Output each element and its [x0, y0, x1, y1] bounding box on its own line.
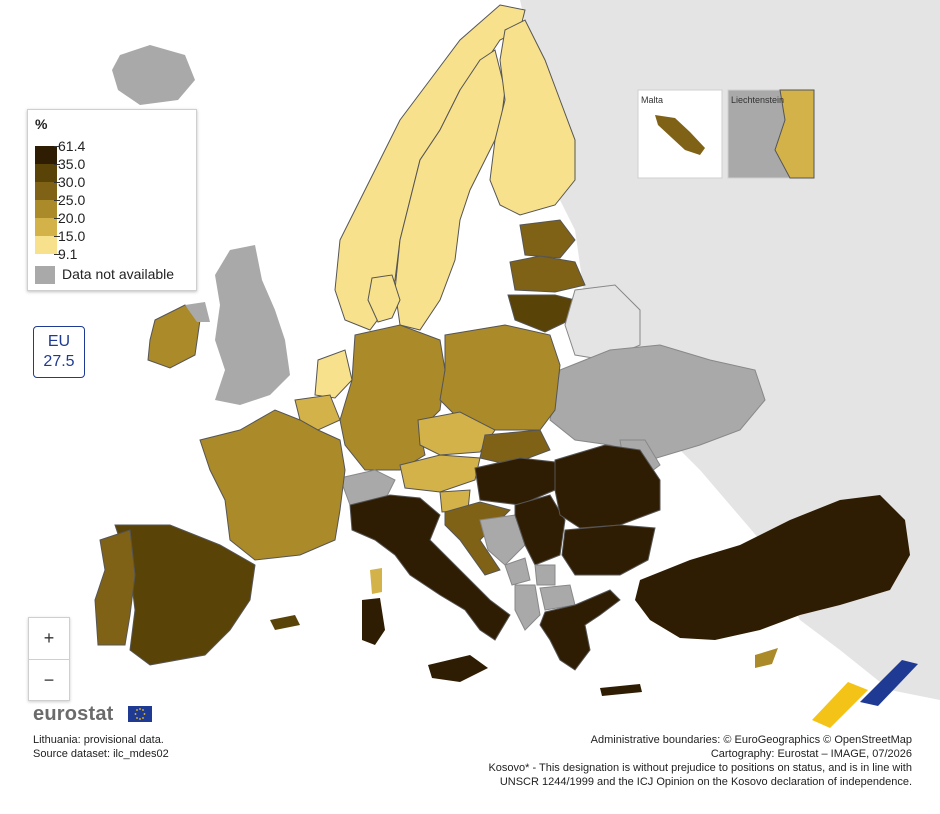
region-sardinia[interactable] — [362, 598, 385, 645]
region-corsica[interactable] — [370, 568, 382, 594]
region-malta[interactable] — [655, 115, 705, 155]
legend-swatch — [35, 218, 57, 236]
region-lithuania[interactable] — [507, 294, 576, 333]
region-denmark[interactable] — [367, 274, 401, 323]
region-czechia[interactable] — [417, 411, 496, 456]
region-albania[interactable] — [514, 584, 541, 631]
inset-malta-label: Malta — [641, 95, 664, 105]
map-notes: Lithuania: provisional data. Source data… — [33, 733, 169, 761]
zoom-in-button[interactable]: + — [29, 618, 69, 659]
region-ukraine[interactable] — [549, 344, 766, 461]
region-romania[interactable] — [554, 444, 661, 529]
region-portugal[interactable] — [94, 529, 136, 646]
region-bulgaria[interactable] — [561, 524, 656, 576]
region-bosnia[interactable] — [479, 514, 526, 566]
region-sicily[interactable] — [428, 655, 488, 682]
map-legend: % 61.4 35.0 30.0 25.0 20.0 15.0 9.1 Data… — [27, 109, 197, 291]
eu-label: EU — [47, 333, 71, 350]
region-balearic-islands[interactable] — [270, 615, 300, 630]
region-belgium[interactable] — [294, 394, 341, 431]
eurostat-swoosh-logo-blue — [860, 660, 918, 706]
legend-swatch-not-available — [35, 266, 55, 284]
region-spain[interactable] — [114, 524, 256, 666]
region-slovakia[interactable] — [479, 429, 551, 466]
legend-title: % — [35, 116, 48, 132]
region-italy[interactable] — [349, 494, 511, 641]
legend-swatch — [35, 200, 57, 218]
region-iceland[interactable] — [112, 45, 195, 105]
region-finland[interactable] — [489, 19, 576, 216]
legend-tick: 35.0 — [53, 156, 86, 172]
zoom-control: + − — [28, 617, 70, 701]
region-latvia[interactable] — [509, 255, 586, 293]
legend-tick: 61.4 — [53, 138, 86, 154]
region-liechtenstein[interactable] — [774, 89, 815, 179]
eu-average-indicator[interactable]: EU 27.5 — [33, 326, 85, 378]
note-lithuania: Lithuania: provisional data. — [33, 734, 164, 746]
region-cyprus[interactable] — [755, 648, 778, 668]
map-credits: Administrative boundaries: © EuroGeograp… — [392, 733, 912, 789]
region-netherlands[interactable] — [314, 349, 353, 399]
legend-swatch — [35, 164, 57, 182]
region-switzerland[interactable] — [339, 469, 396, 506]
credit-kosovo-2: UNSCR 1244/1999 and the ICJ Opinion on t… — [499, 776, 912, 788]
region-austria[interactable] — [399, 454, 481, 493]
legend-not-available-label: Data not available — [62, 266, 175, 282]
region-montenegro[interactable] — [504, 557, 531, 586]
note-source: Source dataset: ilc_mdes02 — [33, 748, 169, 760]
legend-tick: 25.0 — [53, 192, 86, 208]
region-france[interactable] — [199, 409, 346, 561]
credit-boundaries: Administrative boundaries: © EuroGeograp… — [590, 734, 912, 746]
legend-swatch — [35, 236, 57, 254]
legend-tick: 9.1 — [53, 246, 78, 262]
inset-liechtenstein-label: Liechtenstein — [731, 95, 785, 105]
eu-flag-icon — [128, 706, 152, 722]
eurostat-swoosh-logo — [812, 682, 868, 728]
region-northern-ireland[interactable] — [185, 302, 210, 322]
region-kosovo[interactable] — [534, 564, 556, 586]
credit-cartography: Cartography: Eurostat – IMAGE, 07/2026 — [710, 748, 912, 760]
legend-swatch — [35, 182, 57, 200]
region-estonia[interactable] — [519, 219, 576, 259]
legend-tick: 15.0 — [53, 228, 86, 244]
legend-tick: 20.0 — [53, 210, 86, 226]
eu-value: 27.5 — [43, 353, 75, 370]
region-crete[interactable] — [600, 684, 642, 696]
zoom-out-button[interactable]: − — [29, 659, 69, 700]
legend-tick: 30.0 — [53, 174, 86, 190]
region-greece[interactable] — [539, 589, 621, 671]
region-turkey[interactable] — [635, 495, 910, 640]
region-united-kingdom[interactable] — [215, 245, 290, 405]
region-serbia[interactable] — [514, 494, 566, 566]
legend-swatch — [35, 146, 57, 164]
eurostat-logo-text: eurostat — [33, 703, 114, 725]
credit-kosovo-1: Kosovo* - This designation is without pr… — [488, 762, 912, 774]
